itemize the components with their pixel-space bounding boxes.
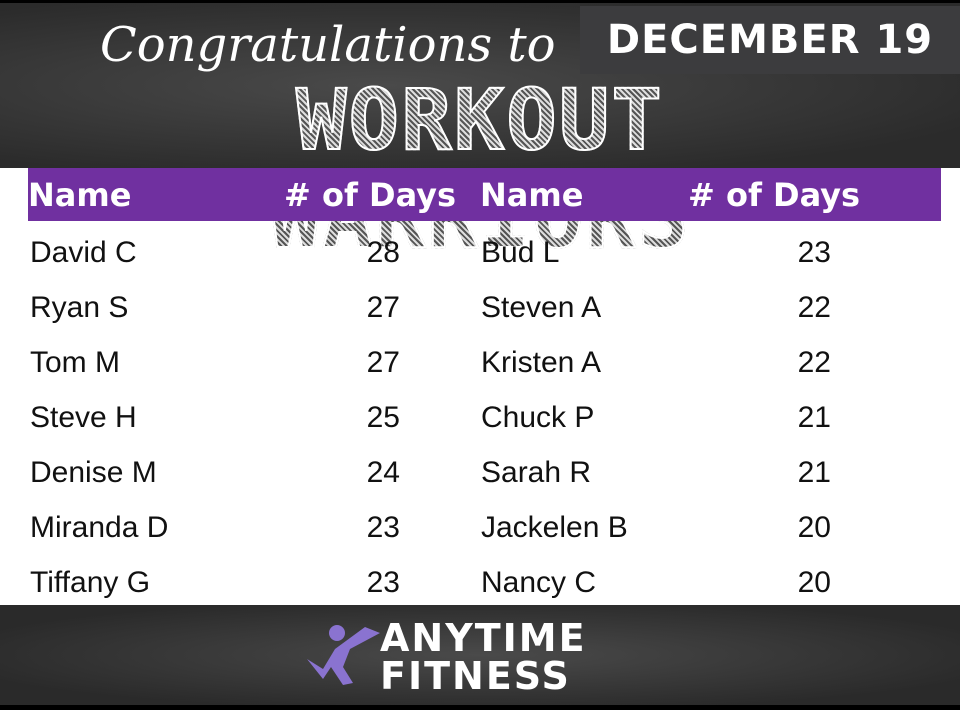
member-name: Ryan S	[30, 291, 129, 324]
congrats-text: Congratulations to	[100, 17, 556, 73]
days-count: 20	[797, 566, 831, 599]
table-row: Ryan S 27 Steven A 22	[0, 291, 960, 346]
member-name: Jackelen B	[481, 511, 628, 544]
member-name: Bud L	[481, 236, 560, 269]
header-banner: Congratulations to WORKOUT WARRIORS DECE…	[0, 0, 960, 268]
column-header-name: Name	[28, 176, 132, 214]
member-name: Kristen A	[481, 346, 602, 379]
footer-banner: ANYTIME FITNESS	[0, 605, 960, 710]
member-name: Steve H	[30, 401, 137, 434]
days-count: 23	[797, 236, 831, 269]
table-header: Name # of Days Name # of Days	[28, 168, 941, 221]
days-count: 24	[366, 456, 400, 489]
member-name: Steven A	[481, 291, 602, 324]
days-count: 22	[797, 291, 831, 324]
table-row: Miranda D 23 Jackelen B 20	[0, 511, 960, 566]
member-name: Sarah R	[481, 456, 592, 489]
days-count: 23	[366, 511, 400, 544]
days-count: 25	[366, 401, 400, 434]
member-name: Tiffany G	[30, 566, 151, 599]
table-row: Tom M 27 Kristen A 22	[0, 346, 960, 401]
days-count: 27	[366, 346, 400, 379]
table-row: Denise M 24 Sarah R 21	[0, 456, 960, 511]
days-count: 28	[366, 236, 400, 269]
member-name: David C	[30, 236, 137, 269]
member-name: Chuck P	[481, 401, 595, 434]
days-count: 20	[797, 511, 831, 544]
days-count: 22	[797, 346, 831, 379]
column-header-name: Name	[480, 176, 584, 214]
member-name: Tom M	[30, 346, 120, 379]
member-name: Miranda D	[30, 511, 169, 544]
days-count: 21	[797, 456, 831, 489]
column-header-days: # of Days	[688, 176, 861, 214]
member-name: Denise M	[30, 456, 157, 489]
table-row: Steve H 25 Chuck P 21	[0, 401, 960, 456]
column-header-days: # of Days	[284, 176, 457, 214]
days-count: 21	[797, 401, 831, 434]
member-name: Nancy C	[481, 566, 597, 599]
logo-text: ANYTIME FITNESS	[380, 616, 587, 698]
runner-logo-icon	[307, 625, 380, 685]
table-row: David C 28 Bud L 23	[0, 236, 960, 291]
date-label: DECEMBER 19	[580, 6, 960, 74]
days-count: 27	[366, 291, 400, 324]
days-count: 23	[366, 566, 400, 599]
table-row: Tiffany G 23 Nancy C 20	[0, 566, 960, 621]
